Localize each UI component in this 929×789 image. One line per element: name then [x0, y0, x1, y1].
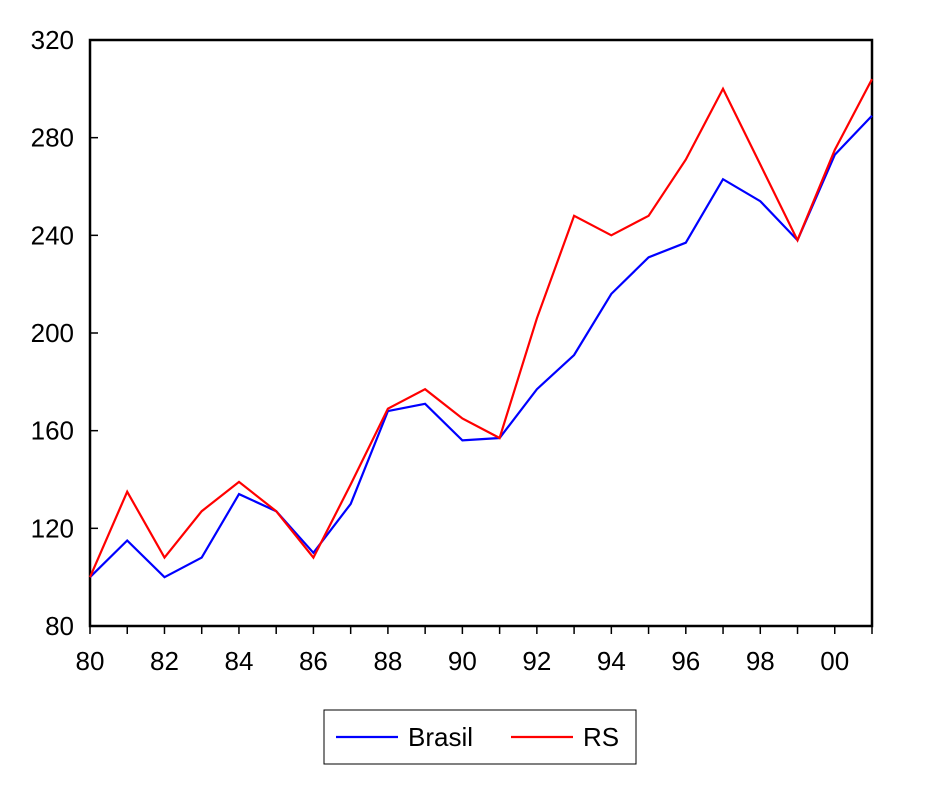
x-tick-label: 00 [820, 646, 849, 676]
legend: Brasil RS [323, 709, 637, 765]
y-axis: 80 120 160 200 240 280 320 [31, 25, 98, 641]
y-tick-label: 120 [31, 513, 74, 543]
series-line-brasil [89, 114, 873, 579]
y-tick-label: 280 [31, 123, 74, 153]
x-tick-label: 86 [299, 646, 328, 676]
legend-label-rs: RS [583, 722, 619, 752]
legend-label-brasil: Brasil [408, 722, 473, 752]
x-tick-label: 94 [597, 646, 626, 676]
x-tick-label: 98 [746, 646, 775, 676]
series-layer [88, 78, 873, 579]
y-tick-label: 320 [31, 25, 74, 55]
plot-frame [88, 38, 874, 628]
x-tick-label: 92 [522, 646, 551, 676]
y-tick-label: 200 [31, 318, 74, 348]
y-tick-label: 240 [31, 220, 74, 250]
y-tick-label: 160 [31, 416, 74, 446]
x-tick-label: 88 [373, 646, 402, 676]
x-axis: 80 82 84 86 88 90 92 94 96 98 00 [76, 626, 873, 676]
x-tick-label: 82 [150, 646, 179, 676]
x-tick-label: 90 [448, 646, 477, 676]
x-tick-label: 96 [671, 646, 700, 676]
y-tick-label: 80 [45, 611, 74, 641]
x-tick-label: 84 [224, 646, 253, 676]
series-line-rs [88, 78, 873, 578]
x-tick-label: 80 [76, 646, 105, 676]
